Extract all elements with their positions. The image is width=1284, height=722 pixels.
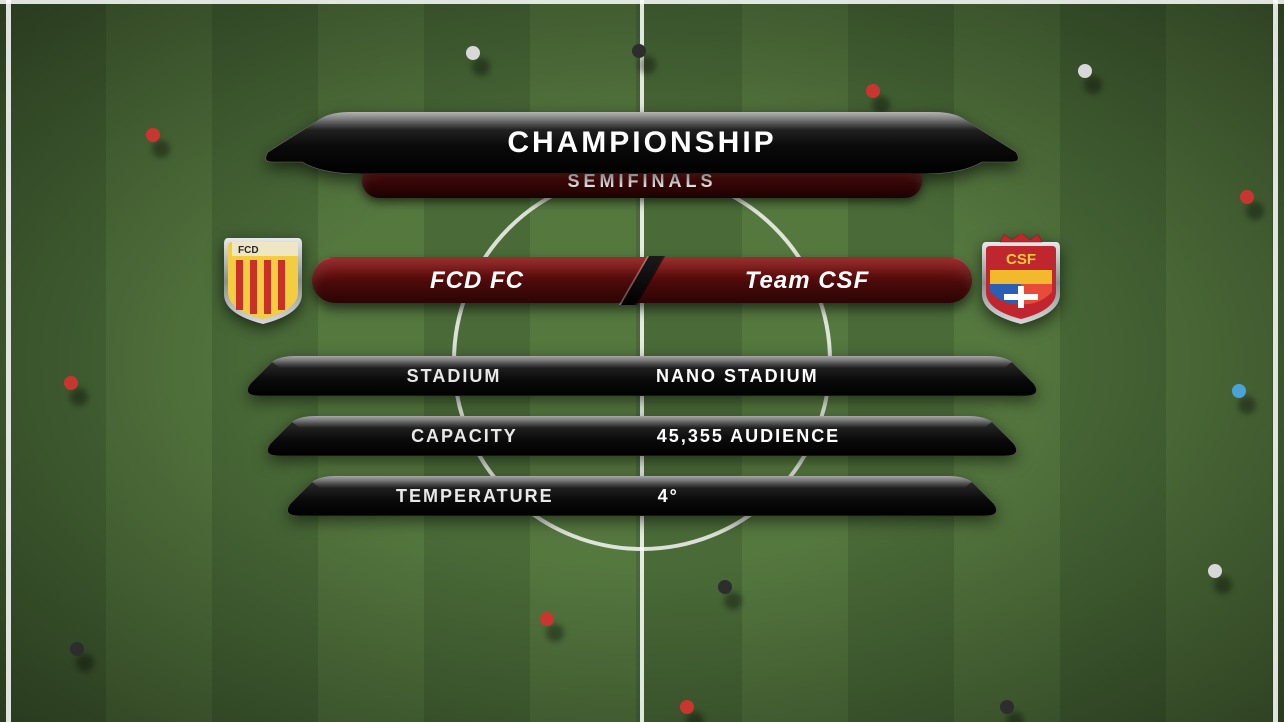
info-key: STADIUM (242, 366, 626, 387)
home-team-badge: FCD (222, 234, 304, 326)
match-intro-overlay: CHAMPIONSHIP SEMIFINALS FCD (222, 112, 1062, 536)
player-dot (146, 128, 160, 142)
player-dot (1000, 700, 1014, 714)
player-dot (466, 46, 480, 60)
info-value: 45,355 AUDIENCE (627, 426, 1022, 447)
info-bars: STADIUMNANO STADIUM CAPACITY45,355 AUDIEN… (222, 356, 1062, 516)
info-key: CAPACITY (262, 426, 627, 447)
round-label: SEMIFINALS (567, 171, 716, 192)
player-dot (70, 642, 84, 656)
title-label: CHAMPIONSHIP (262, 112, 1022, 174)
info-key: TEMPERATURE (282, 486, 628, 507)
info-bar: TEMPERATURE4° (282, 476, 1002, 516)
teams-bar: FCD FC Team CSF (312, 257, 972, 303)
svg-text:FCD: FCD (238, 245, 259, 256)
away-team-name: Team CSF (642, 258, 972, 303)
player-dot (64, 376, 78, 390)
pitch-line (6, 0, 11, 722)
player-dot (718, 580, 732, 594)
player-dot (1240, 190, 1254, 204)
away-team-badge: CSF (980, 234, 1062, 326)
player-dot (540, 612, 554, 626)
title-banner: CHAMPIONSHIP (262, 112, 1022, 174)
home-team-name: FCD FC (312, 258, 642, 303)
info-bar: CAPACITY45,355 AUDIENCE (262, 416, 1022, 456)
pitch-line (1273, 0, 1278, 722)
player-dot (866, 84, 880, 98)
teams-row: FCD FCD FC Team CSF (222, 234, 1062, 326)
info-value: 4° (628, 486, 1002, 507)
player-dot (1232, 384, 1246, 398)
player-dot (1208, 564, 1222, 578)
player-dot (632, 44, 646, 58)
info-bar: STADIUMNANO STADIUM (242, 356, 1042, 396)
info-value: NANO STADIUM (626, 366, 1042, 387)
player-dot (1078, 64, 1092, 78)
player-dot (680, 700, 694, 714)
svg-text:CSF: CSF (1006, 251, 1036, 268)
